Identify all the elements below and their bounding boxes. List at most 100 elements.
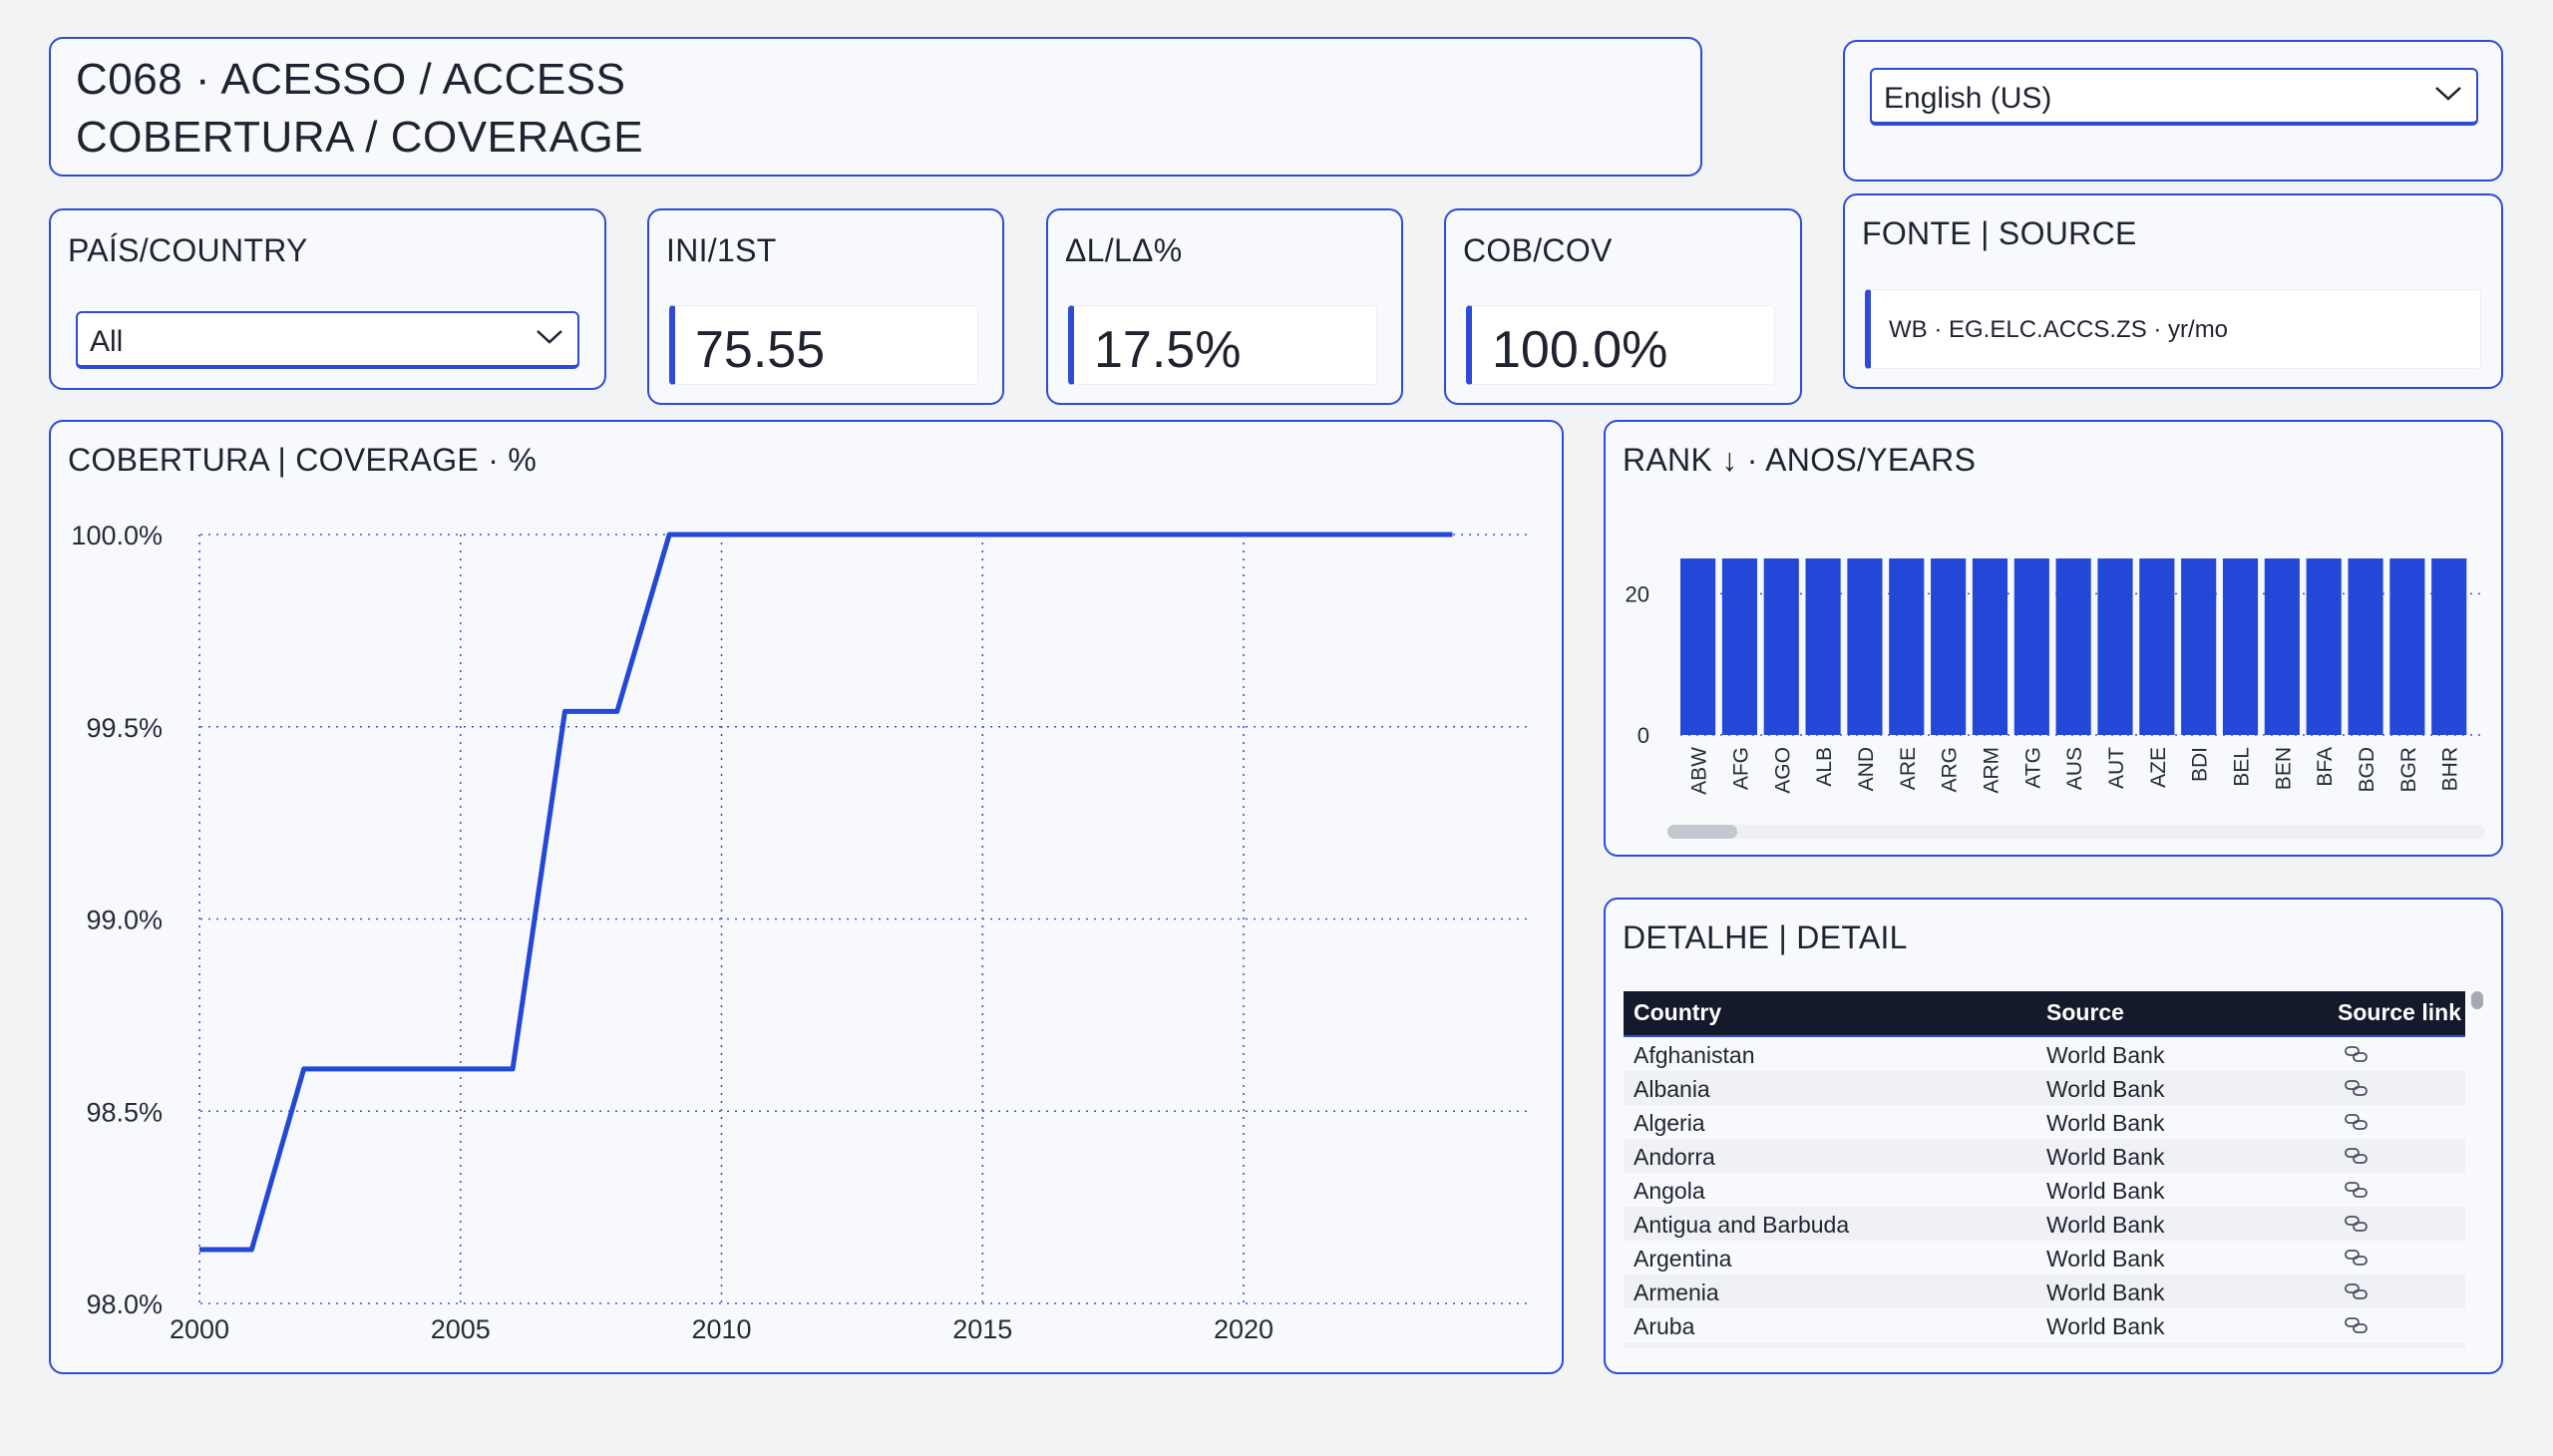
- cell-source: World Bank: [2046, 1212, 2165, 1238]
- page-title: C068 · ACESSO / ACCESS: [76, 55, 626, 104]
- x-tick-label: 2005: [431, 1314, 491, 1344]
- x-tick-label: AND: [1855, 747, 1878, 791]
- y-tick-label: 99.0%: [86, 906, 163, 935]
- bar-abw[interactable]: [1680, 558, 1716, 735]
- coverage-series-line[interactable]: [199, 532, 1453, 1253]
- kpi-value-box: 100.0%: [1466, 305, 1775, 385]
- y-tick-label: 99.5%: [86, 713, 163, 743]
- vertical-scrollbar[interactable]: [2471, 991, 2483, 1009]
- kpi-card-delta: ΔL/LΔ% 17.5%: [1046, 208, 1403, 405]
- bar-are[interactable]: [1889, 558, 1925, 735]
- cell-country: Afghanistan: [1634, 1042, 1755, 1068]
- bar-aze[interactable]: [2139, 558, 2175, 735]
- kpi-label: COB/COV: [1463, 232, 1613, 268]
- column-header-source-link[interactable]: Source link: [2338, 999, 2461, 1025]
- cell-source: World Bank: [2046, 1110, 2165, 1136]
- table-row[interactable]: Argentina World Bank: [1624, 1241, 2465, 1274]
- table-row[interactable]: Albania World Bank: [1624, 1071, 2465, 1105]
- x-tick-label: AFG: [1729, 747, 1752, 790]
- cell-source: World Bank: [2046, 1313, 2165, 1339]
- cell-country: Aruba: [1634, 1313, 1695, 1339]
- country-dropdown[interactable]: All: [76, 311, 579, 369]
- source-value: WB · EG.ELC.ACCS.ZS · yr/mo: [1889, 316, 2229, 343]
- bar-bdi[interactable]: [2181, 558, 2217, 735]
- table-row[interactable]: Antigua and Barbuda World Bank: [1624, 1207, 2465, 1241]
- x-tick-label: BEN: [2272, 747, 2295, 790]
- table-row[interactable]: Afghanistan World Bank: [1624, 1037, 2465, 1071]
- column-header-country[interactable]: Country: [1634, 999, 1722, 1025]
- bar-bgr[interactable]: [2389, 558, 2425, 735]
- kpi-value-box: 17.5%: [1068, 305, 1377, 385]
- cell-country: Algeria: [1634, 1110, 1705, 1136]
- cell-source: World Bank: [2046, 1178, 2165, 1204]
- bar-atg[interactable]: [2013, 558, 2049, 735]
- bar-arm[interactable]: [1972, 558, 2008, 735]
- link-icon[interactable]: [2344, 1079, 2370, 1097]
- cell-country: Armenia: [1634, 1279, 1719, 1305]
- rank-bar-chart-card: RANK ↓ · ANOS/YEARS 0 20 ABW AFG AGO ALB AND AR…: [1604, 420, 2503, 857]
- table-row[interactable]: Angola World Bank: [1624, 1173, 2465, 1207]
- x-tick-label: BGD: [2356, 747, 2378, 793]
- source-value-box: WB · EG.ELC.ACCS.ZS · yr/mo: [1865, 289, 2481, 369]
- bar-ago[interactable]: [1763, 558, 1799, 735]
- x-tick-label: BDI: [2189, 747, 2212, 782]
- x-tick-label: ARE: [1897, 747, 1920, 790]
- x-tick-label: BHR: [2439, 747, 2462, 791]
- bar-bfa[interactable]: [2306, 558, 2342, 735]
- cell-country: Angola: [1634, 1178, 1705, 1204]
- chevron-down-icon: [537, 330, 562, 344]
- line-chart-title: COBERTURA | COVERAGE · %: [68, 442, 538, 478]
- detail-table: Country Source Source link Afghanistan Wo…: [1624, 991, 2465, 1348]
- table-row[interactable]: Andorra World Bank: [1624, 1139, 2465, 1173]
- link-icon[interactable]: [2344, 1113, 2370, 1131]
- link-icon[interactable]: [2344, 1316, 2370, 1334]
- horizontal-scrollbar[interactable]: [1667, 825, 2485, 839]
- table-body: Afghanistan World Bank Albania World Bank Al…: [1624, 1037, 2465, 1348]
- kpi-label: INI/1ST: [666, 232, 777, 268]
- kpi-card-first: INI/1ST 75.55: [647, 208, 1004, 405]
- cell-source: World Bank: [2046, 1076, 2165, 1102]
- x-tick-label: ATG: [2021, 747, 2044, 789]
- kpi-value: 100.0%: [1492, 321, 1668, 379]
- bar-bel[interactable]: [2222, 558, 2259, 735]
- x-tick-label: ARM: [1980, 747, 2003, 794]
- link-icon[interactable]: [2344, 1147, 2370, 1165]
- cell-source: World Bank: [2046, 1347, 2164, 1348]
- link-icon[interactable]: [2344, 1045, 2370, 1063]
- column-header-source[interactable]: Source: [2046, 999, 2124, 1025]
- y-tick-label: 100.0%: [71, 521, 163, 550]
- country-value: All: [90, 325, 124, 358]
- table-title: DETALHE | DETAIL: [1623, 919, 1908, 955]
- table-row[interactable]: Algeria World Bank: [1624, 1105, 2465, 1139]
- x-tick-label: AUS: [2063, 747, 2086, 790]
- cell-country: Antigua and Barbuda: [1634, 1212, 1850, 1238]
- y-tick-label: 20: [1626, 581, 1649, 606]
- language-dropdown[interactable]: English (US): [1870, 68, 2478, 126]
- bar-aus[interactable]: [2055, 558, 2091, 735]
- link-icon[interactable]: [2344, 1282, 2370, 1300]
- x-tick-label: ALB: [1813, 747, 1836, 787]
- source-label: FONTE | SOURCE: [1862, 215, 2137, 251]
- cell-source: World Bank: [2046, 1144, 2165, 1170]
- link-icon[interactable]: [2344, 1249, 2370, 1267]
- scrollbar-thumb[interactable]: [1667, 825, 1737, 839]
- bar-arg[interactable]: [1931, 558, 1967, 735]
- bar-aut[interactable]: [2097, 558, 2133, 735]
- country-filter-label: PAÍS/COUNTRY: [68, 232, 308, 268]
- bar-bgd[interactable]: [2348, 558, 2383, 735]
- x-tick-label: BGR: [2397, 747, 2420, 793]
- y-tick-label: 98.0%: [86, 1289, 163, 1319]
- link-icon[interactable]: [2344, 1215, 2370, 1233]
- bar-alb[interactable]: [1805, 558, 1841, 735]
- bar-ben[interactable]: [2264, 558, 2300, 735]
- table-header: Country Source Source link: [1624, 991, 2465, 1037]
- link-icon[interactable]: [2344, 1181, 2370, 1199]
- table-row[interactable]: Australia World Bank: [1624, 1342, 2465, 1348]
- table-row[interactable]: Aruba World Bank: [1624, 1308, 2465, 1342]
- table-row[interactable]: Armenia World Bank: [1624, 1274, 2465, 1308]
- coverage-line-chart[interactable]: 98.0% 98.5% 99.0% 99.5% 100.0% 2000 2005 2010 20…: [51, 422, 1562, 1372]
- rank-bar-chart[interactable]: 0 20 ABW AFG AGO ALB AND ARE ARG ARM ATG AUS AUT AZE B…: [1606, 422, 2501, 855]
- bar-and[interactable]: [1847, 558, 1883, 735]
- bar-afg[interactable]: [1721, 558, 1757, 735]
- bar-bhr[interactable]: [2431, 558, 2467, 735]
